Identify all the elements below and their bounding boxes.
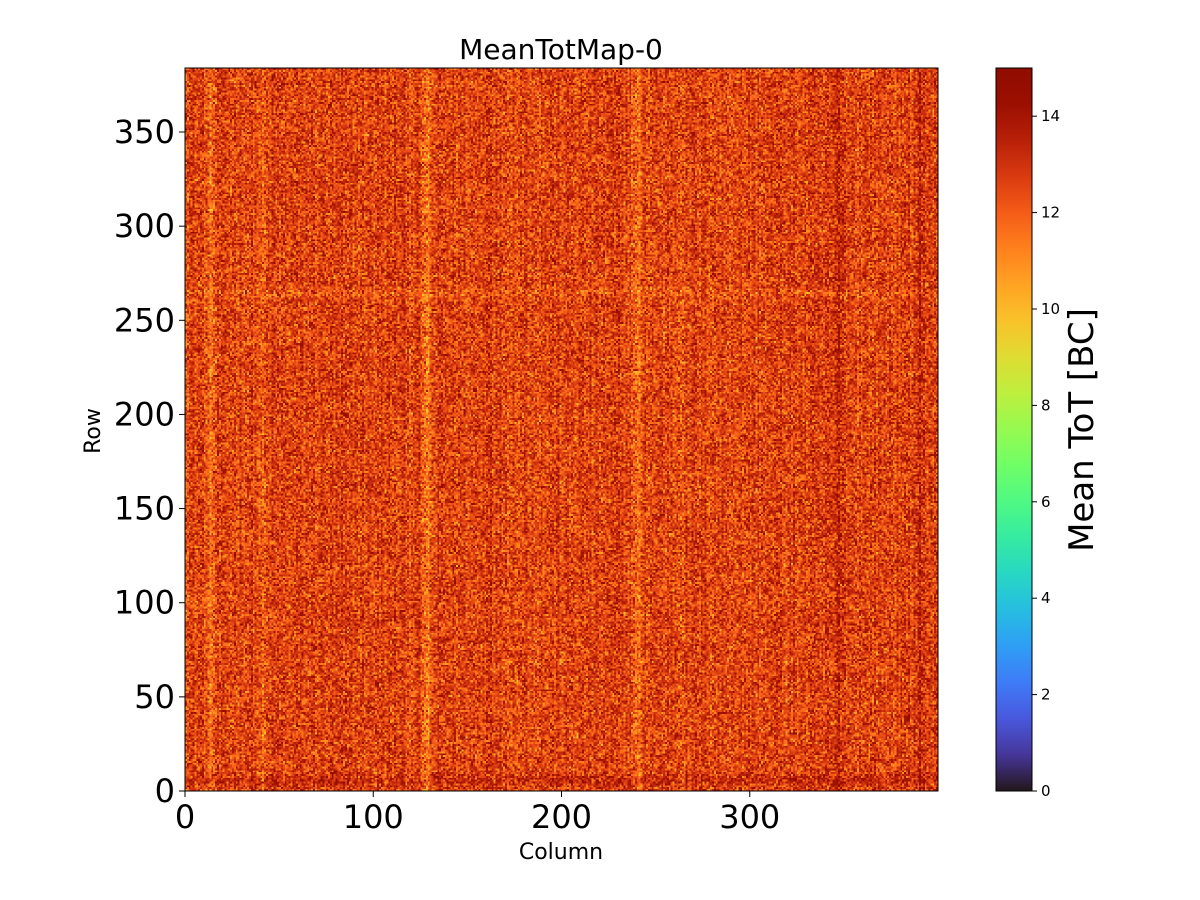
colorbar-tick-label: 4 (1041, 589, 1051, 607)
x-axis-label: Column (519, 840, 603, 865)
y-tick-label: 100 (114, 584, 175, 622)
y-tick-label: 350 (114, 113, 175, 151)
x-tick-label: 300 (719, 798, 780, 836)
colorbar-tick-label: 2 (1041, 686, 1051, 704)
y-tick-label: 0 (155, 772, 175, 810)
x-tick-label: 200 (531, 798, 592, 836)
x-tick-label: 100 (343, 798, 404, 836)
colorbar-label: Mean ToT [BC] (1062, 308, 1102, 552)
colorbar-tick-label: 8 (1041, 396, 1051, 414)
colorbar-tick-label: 10 (1041, 300, 1060, 318)
colorbar (995, 67, 1033, 792)
colorbar-tick-label: 14 (1041, 107, 1060, 125)
colorbar-tick-label: 12 (1041, 204, 1060, 222)
y-tick-label: 50 (134, 678, 175, 716)
x-tick-label: 0 (175, 798, 195, 836)
colorbar-tick-label: 6 (1041, 493, 1051, 511)
y-tick-label: 300 (114, 207, 175, 245)
y-tick-label: 250 (114, 301, 175, 339)
colorbar-ticks: 0 2 4 6 8 10 12 14 (1032, 107, 1060, 800)
x-axis-ticks: 0 100 200 300 (175, 791, 780, 836)
heatmap-image (185, 68, 938, 791)
colorbar-tick-label: 0 (1041, 782, 1051, 800)
y-tick-label: 200 (114, 395, 175, 433)
chart-title: MeanTotMap-0 (459, 33, 663, 66)
y-tick-label: 150 (114, 490, 175, 528)
y-axis-label: Row (81, 408, 106, 454)
y-axis-ticks: 0 50 100 150 200 250 300 350 (114, 113, 185, 810)
